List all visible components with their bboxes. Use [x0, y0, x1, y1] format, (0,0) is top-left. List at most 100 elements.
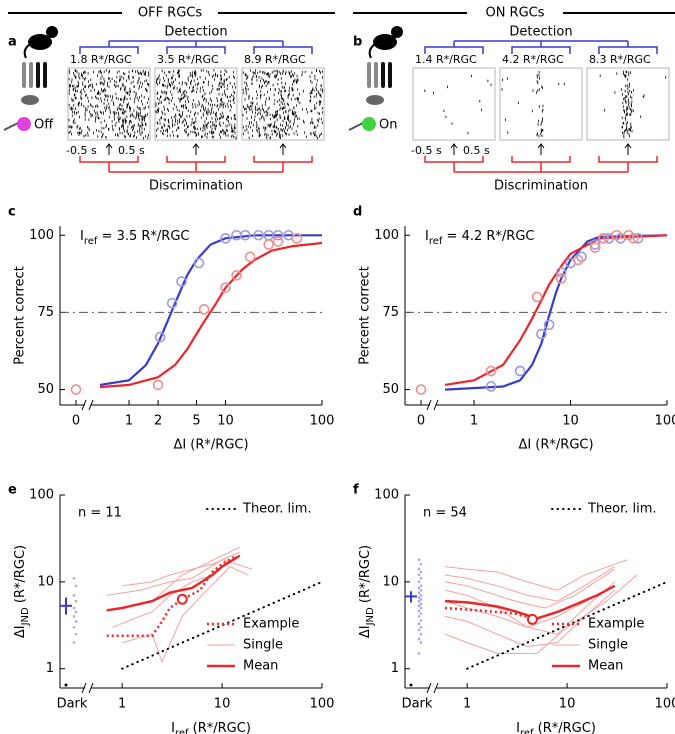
intensity-label: 1.8 R*/RGC [70, 53, 132, 66]
data-point [572, 254, 584, 266]
panel-title: ON RGCs [485, 6, 544, 21]
dark-point [417, 604, 421, 608]
single-line [444, 568, 616, 609]
ganglion-cell [362, 117, 376, 131]
dark-point [419, 562, 423, 566]
x-axis-label-part: I [516, 721, 520, 734]
single-line [444, 559, 628, 591]
annotation-part: ref [429, 236, 443, 247]
y-axis-label: ΔIJND (R*/RGC) [358, 545, 377, 638]
dark-point [417, 586, 421, 590]
dark-point [74, 632, 78, 636]
panel-letter: e [8, 483, 17, 498]
x-axis-label-part: ref [520, 728, 534, 734]
y-tick-label: 10 [382, 574, 399, 589]
dark-point [72, 625, 76, 629]
data-point [220, 233, 231, 244]
time-label: -0.5 s [411, 144, 442, 157]
data-point [589, 242, 601, 253]
dark-point [74, 584, 78, 588]
data-point [531, 291, 543, 303]
legend-label: Theor. lim. [242, 502, 312, 517]
series-line [444, 606, 533, 620]
panel-letter: d [353, 205, 362, 220]
x-axis-label-part: (R*/RGC) [534, 721, 596, 734]
legend-label: Mean [588, 659, 623, 674]
dark-point [419, 570, 423, 574]
bipolar-cell [366, 95, 384, 105]
photoreceptor [367, 62, 371, 88]
discrimination-bracket [424, 156, 484, 172]
dark-theory [409, 683, 413, 687]
dark-point [419, 632, 423, 636]
dark-point [417, 637, 421, 641]
dark-theory [64, 683, 68, 687]
dark-point [74, 610, 78, 614]
data-point [70, 384, 82, 395]
axis-break [81, 399, 94, 411]
data-point [291, 233, 303, 244]
axis-break [81, 682, 94, 694]
raster [599, 70, 667, 139]
detection-bracket [511, 41, 571, 54]
legend-label: Mean [243, 659, 278, 674]
data-point [415, 384, 427, 395]
intensity-label: 4.2 R*/RGC [502, 53, 564, 66]
panel-letter: f [353, 483, 359, 498]
data-point [555, 273, 567, 284]
panel-letter: b [353, 35, 362, 50]
single-line [122, 565, 248, 664]
y-tick-label: 50 [382, 382, 399, 397]
monkey-icon [373, 34, 397, 50]
annotation-part: I [425, 229, 429, 244]
stimulus-arrow [624, 143, 632, 155]
detection-label: Detection [164, 25, 227, 40]
data-point [198, 304, 210, 315]
panel-letter: a [8, 35, 17, 50]
data-point [253, 229, 264, 241]
data-point [576, 251, 587, 263]
x-tick-label: 100 [655, 697, 675, 712]
legend-label: Theor. lim. [587, 502, 657, 517]
photoreceptor [381, 62, 385, 88]
dark-point [417, 567, 421, 571]
dark-point [74, 620, 78, 623]
y-axis-label: Percent correct [358, 266, 373, 365]
monkey-icon [23, 43, 31, 59]
photoreceptor [29, 62, 33, 88]
detection-bracket [166, 41, 226, 54]
stimulus-arrow [537, 143, 545, 155]
data-point [166, 297, 178, 309]
raster-frame [499, 67, 583, 141]
single-line [444, 589, 616, 648]
photoreceptor [374, 62, 378, 88]
y-axis-label: ΔIJND (R*/RGC) [13, 545, 32, 638]
dark-point [417, 573, 421, 577]
data-point [220, 282, 231, 294]
annotation-part: ref [84, 236, 98, 247]
annotation-part: = 4.2 R*/RGC [442, 229, 534, 244]
axis-break [426, 682, 439, 694]
legend-label: Example [243, 617, 299, 632]
stimulus-arrow [105, 143, 113, 155]
data-point [611, 229, 622, 241]
discrimination-label: Discrimination [149, 179, 243, 194]
data-point [543, 319, 555, 331]
annotation: n = 11 [78, 506, 122, 521]
dark-point [74, 599, 78, 603]
data-point [193, 257, 205, 269]
annotation: Iref = 4.2 R*/RGC [425, 229, 534, 248]
discrimination-bracket [253, 156, 313, 172]
dark-point [417, 596, 421, 599]
y-tick-label: 75 [382, 305, 399, 320]
raster [501, 70, 565, 138]
y-axis-label-part: (R*/RGC) [358, 545, 373, 607]
photoreceptor [388, 62, 392, 88]
y-axis-label: Percent correct [13, 266, 28, 365]
stimulus-arrow [450, 143, 458, 155]
single-line [444, 594, 598, 628]
dark-point [72, 615, 76, 618]
x-tick-label: Dark [402, 697, 433, 712]
series-line [444, 584, 616, 620]
